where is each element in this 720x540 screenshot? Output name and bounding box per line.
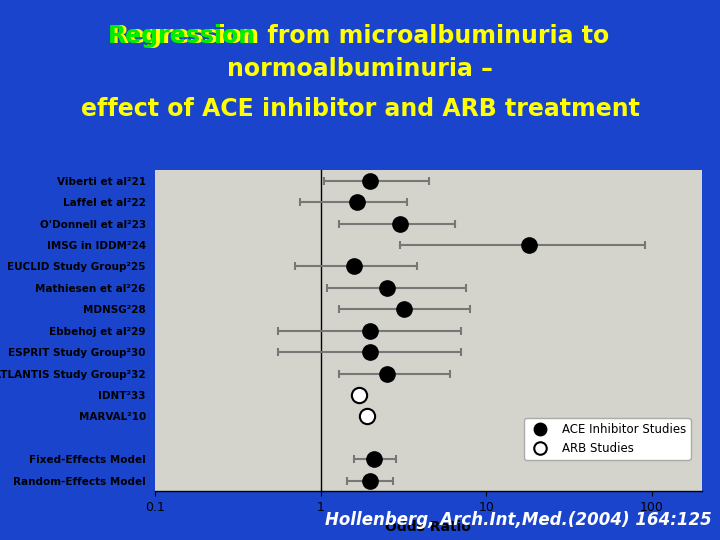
- Legend: ACE Inhibitor Studies, ARB Studies: ACE Inhibitor Studies, ARB Studies: [524, 418, 690, 460]
- Text: Regression: Regression: [108, 24, 256, 48]
- Text: Hollenberg, Arch.Int,Med.(2004) 164:125: Hollenberg, Arch.Int,Med.(2004) 164:125: [325, 511, 712, 529]
- Text: normoalbuminuria –: normoalbuminuria –: [227, 57, 493, 80]
- Text: effect of ACE inhibitor and ARB treatment: effect of ACE inhibitor and ARB treatmen…: [81, 97, 639, 121]
- Text: Regression from microalbuminuria to: Regression from microalbuminuria to: [111, 24, 609, 48]
- X-axis label: Odds Ratio: Odds Ratio: [385, 519, 472, 534]
